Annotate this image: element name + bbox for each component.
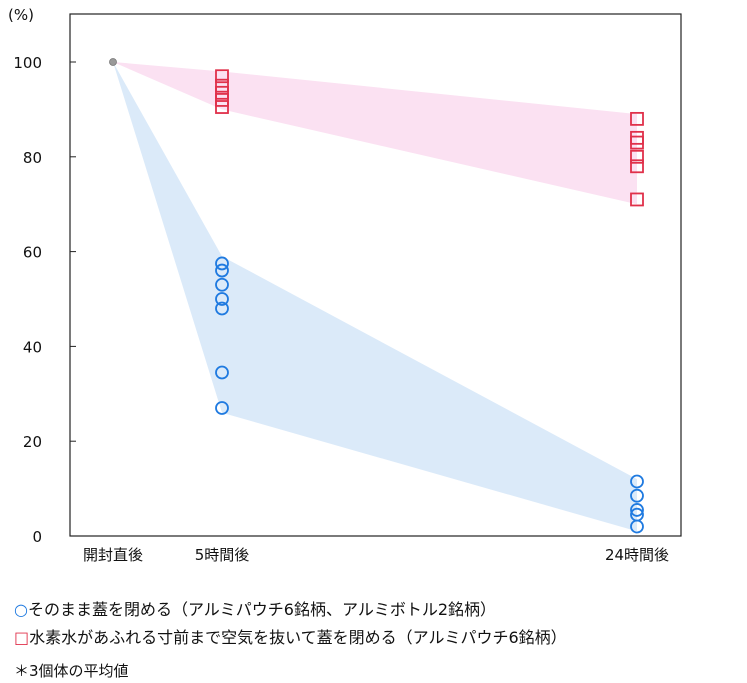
band-series-1: [113, 62, 637, 205]
legend-text-blue: そのまま蓋を閉める（アルミパウチ6銘柄、アルミボトル2銘柄）: [27, 600, 497, 619]
circle-marker-icon: ○: [14, 600, 28, 619]
y-tick-label: 40: [23, 338, 42, 356]
point-circle: [215, 365, 229, 380]
point-circle: [630, 503, 644, 517]
point-circle: [215, 401, 229, 415]
y-tick-label: 20: [23, 433, 42, 451]
x-ticks: 開封直後 5時間後 24時間後: [83, 546, 669, 564]
point-circle: [630, 519, 644, 534]
point-circle: [215, 256, 229, 271]
y-tick-label: 80: [23, 149, 42, 167]
point-square: [215, 93, 229, 107]
y-unit-label: (%): [8, 6, 34, 24]
y-tick-label: 0: [32, 528, 42, 546]
point-square: [630, 111, 644, 126]
x-tick-label: 5時間後: [195, 546, 250, 564]
y-ticks: 0 20 40 60 80 100: [13, 54, 76, 546]
point-square: [215, 100, 229, 114]
legend-item-pink: □水素水があふれる寸前まで空気を抜いて蓋を閉める（アルミパウチ6銘柄）: [14, 624, 567, 648]
chart-axes: [69, 13, 682, 537]
square-marker-icon: □: [14, 628, 30, 647]
point-circle: [215, 277, 229, 292]
chart-bands: [113, 62, 637, 532]
point-circle: [215, 263, 229, 278]
footnote: ＊3個体の平均値: [14, 662, 129, 680]
point-square: [215, 78, 229, 93]
start-point: [109, 58, 117, 66]
band-series-0: [113, 62, 637, 532]
point-square: [630, 192, 644, 207]
point-square: [215, 85, 229, 100]
point-circle: [630, 488, 644, 503]
legend-item-blue: ○そのまま蓋を閉める（アルミパウチ6銘柄、アルミボトル2銘柄）: [14, 596, 496, 620]
chart-plot: 0 20 40 60 80 100 開封直後 5時間後 24時間後 (%): [8, 6, 682, 564]
y-tick-label: 100: [13, 54, 42, 72]
point-circle: [215, 301, 229, 316]
y-tick-label: 60: [23, 244, 42, 262]
point-square: [630, 159, 644, 174]
x-tick-label: 開封直後: [83, 546, 143, 564]
legend-text-pink: 水素水があふれる寸前まで空気を抜いて蓋を閉める（アルミパウチ6銘柄）: [29, 628, 567, 647]
point-square: [630, 149, 644, 164]
plot-frame: [69, 13, 682, 537]
point-circle: [215, 292, 229, 306]
x-tick-label: 24時間後: [605, 546, 669, 564]
point-circle: [630, 474, 644, 489]
point-square: [215, 69, 229, 84]
point-square: [630, 135, 644, 150]
chart-points: [109, 58, 644, 534]
